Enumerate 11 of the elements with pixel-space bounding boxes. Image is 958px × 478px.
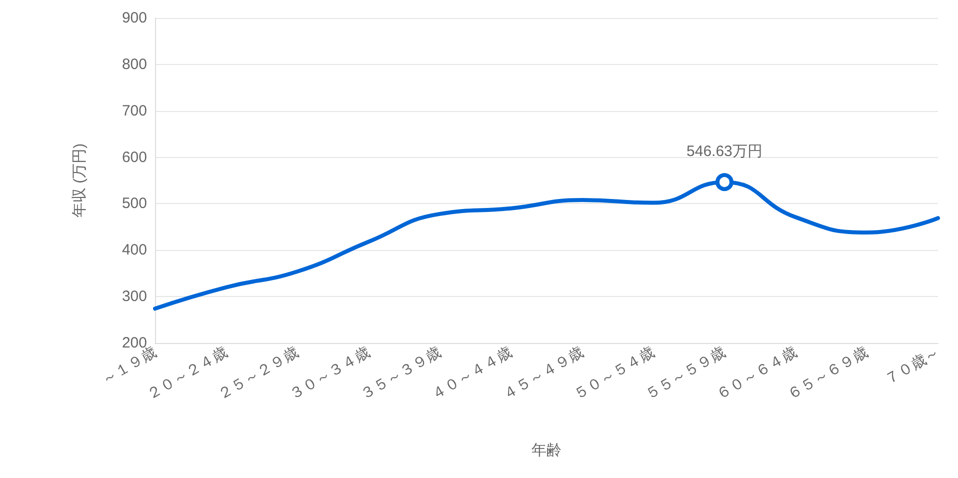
y-tick-label: 300	[122, 288, 147, 306]
x-axis-title: 年齢	[532, 442, 562, 459]
y-tick-label: 400	[122, 242, 147, 259]
y-tick-label: 700	[122, 102, 147, 120]
y-tick-label: 800	[122, 56, 147, 73]
y-tick-label: 500	[122, 195, 147, 212]
x-tick-label: ７０歳～	[882, 344, 942, 388]
y-tick-label: 900	[122, 10, 147, 26]
data-label: 546.63万円	[686, 143, 762, 160]
y-axis-title: 年収 (万円)	[71, 143, 88, 218]
y-tick-label: 600	[122, 148, 147, 166]
